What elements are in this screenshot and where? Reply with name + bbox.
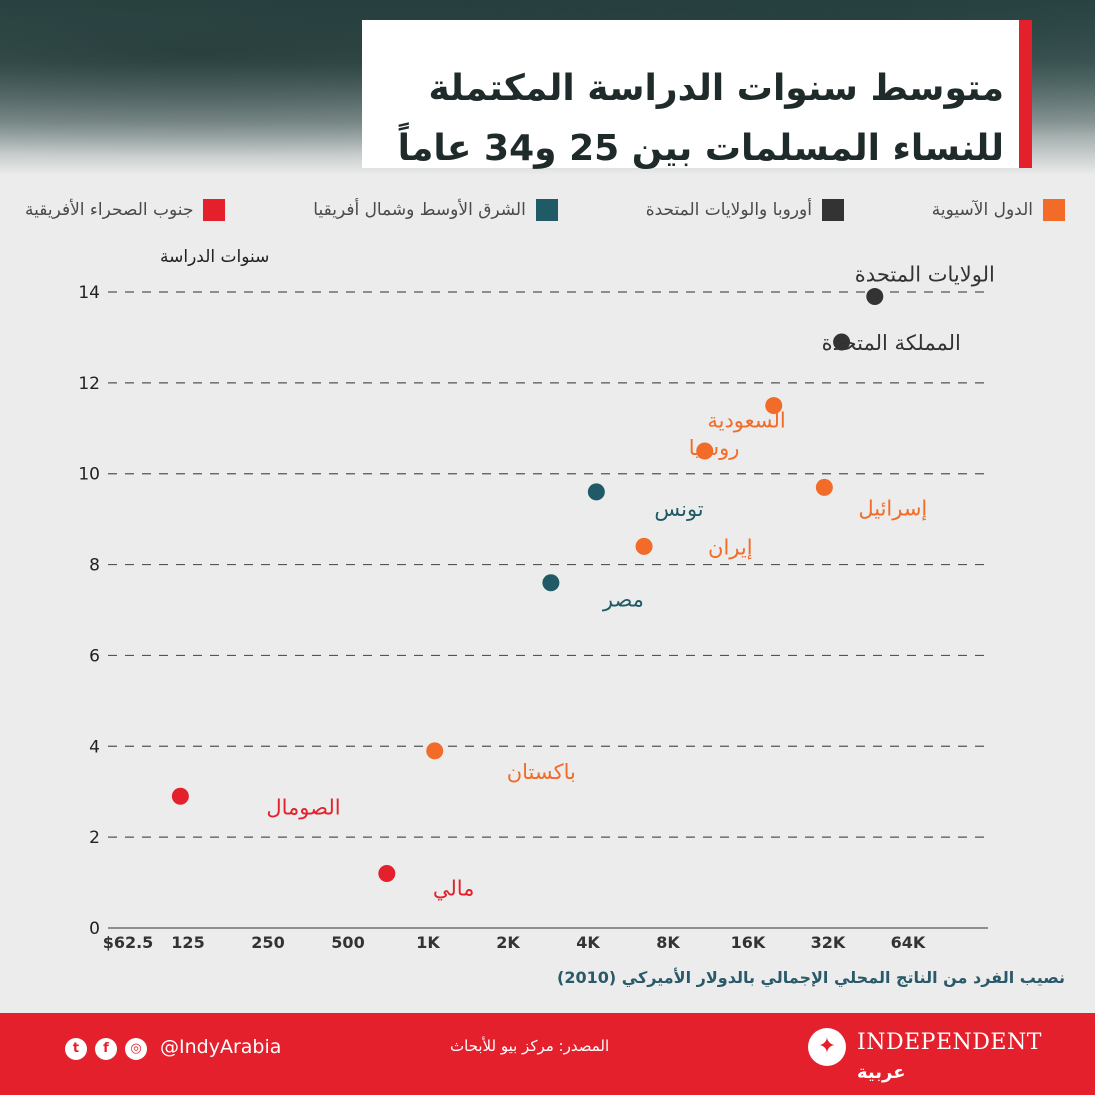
point-label: السعودية — [707, 409, 785, 433]
title-accent-bar — [1019, 20, 1032, 168]
y-axis-title: سنوات الدراسة — [160, 247, 269, 267]
y-tick-label: 14 — [78, 283, 100, 303]
legend-item-europe-us: أوروبا والولايات المتحدة — [646, 199, 844, 221]
legend-item-asian: الدول الآسيوية — [932, 199, 1065, 221]
data-point — [426, 742, 444, 760]
legend-label-mena: الشرق الأوسط وشمال أفريقيا — [313, 200, 526, 220]
x-tick-label: $62.5 — [103, 933, 154, 952]
legend-label-asian: الدول الآسيوية — [931, 200, 1033, 220]
data-point — [378, 864, 396, 882]
legend-item-ssa: جنوب الصحراء الأفريقية — [25, 199, 226, 221]
x-tick-label: 4K — [576, 933, 600, 952]
point-label: الصومال — [266, 795, 340, 819]
point-label: باكستان — [507, 760, 576, 784]
data-point — [765, 397, 783, 415]
x-tick-label: 64K — [891, 933, 926, 952]
x-tick-label: 2K — [496, 933, 520, 952]
y-tick-label: 2 — [89, 828, 100, 848]
y-tick-label: 12 — [78, 374, 100, 394]
x-axis-title: نصيب الفرد من الناتج المحلي الإجمالي بال… — [557, 968, 1065, 987]
y-tick-label: 6 — [89, 646, 100, 666]
source-note: المصدر: مركز بيو للأبحاث — [450, 1037, 610, 1055]
data-point — [815, 478, 833, 496]
brand-name: INDEPENDENT — [857, 1030, 1042, 1055]
legend-swatch-mena — [535, 199, 558, 221]
x-tick-label: 125 — [171, 933, 204, 952]
y-tick-label: 0 — [89, 919, 100, 939]
data-point — [587, 483, 605, 501]
eagle-logo-icon: ✦ — [808, 1028, 846, 1066]
y-tick-label: 10 — [78, 465, 100, 485]
instagram-icon[interactable]: ◎ — [125, 1038, 147, 1060]
point-label: إسرائيل — [858, 496, 927, 521]
point-label: مصر — [602, 588, 644, 612]
chart-title-line-2: للنساء المسلمات بين 25 و34 عاماً — [397, 128, 1004, 169]
point-label: الولايات المتحدة — [855, 263, 995, 287]
data-point — [635, 537, 653, 555]
legend-item-mena: الشرق الأوسط وشمال أفريقيا — [313, 199, 558, 221]
point-label: مالي — [433, 876, 475, 900]
x-tick-label: 32K — [811, 933, 846, 952]
brand-sub: عربية — [857, 1062, 906, 1083]
footer-bar — [0, 1013, 1095, 1095]
x-tick-label: 1K — [416, 933, 440, 952]
x-tick-label: 250 — [251, 933, 284, 952]
x-tick-label: 8K — [656, 933, 680, 952]
facebook-icon[interactable]: f — [95, 1038, 117, 1060]
data-point — [866, 288, 884, 306]
data-point — [171, 787, 189, 805]
y-tick-label: 4 — [89, 737, 100, 757]
legend-label-europe-us: أوروبا والولايات المتحدة — [645, 200, 812, 220]
chart-legend: الدول الآسيوية أوروبا والولايات المتحدة … — [25, 195, 1065, 225]
legend-swatch-asian — [1043, 199, 1065, 221]
data-point — [696, 442, 714, 460]
x-tick-label: 500 — [331, 933, 364, 952]
y-tick-label: 8 — [89, 556, 100, 576]
title-card: متوسط سنوات الدراسة المكتملة للنساء المس… — [362, 20, 1032, 169]
point-label: المملكة المتحدة — [822, 331, 961, 355]
social-handle[interactable]: @IndyArabia — [160, 1036, 282, 1058]
legend-swatch-europe-us — [821, 199, 844, 221]
data-point — [542, 574, 560, 592]
chart-title-line-1: متوسط سنوات الدراسة المكتملة — [428, 68, 1004, 109]
twitter-icon[interactable]: t — [65, 1038, 87, 1060]
point-label: تونس — [654, 497, 703, 521]
legend-label-ssa: جنوب الصحراء الأفريقية — [25, 200, 194, 220]
data-point — [833, 333, 851, 351]
point-label: إيران — [708, 535, 753, 560]
legend-swatch-ssa — [203, 199, 226, 221]
point-label: روسيا — [689, 436, 740, 460]
x-tick-label: 16K — [731, 933, 766, 952]
